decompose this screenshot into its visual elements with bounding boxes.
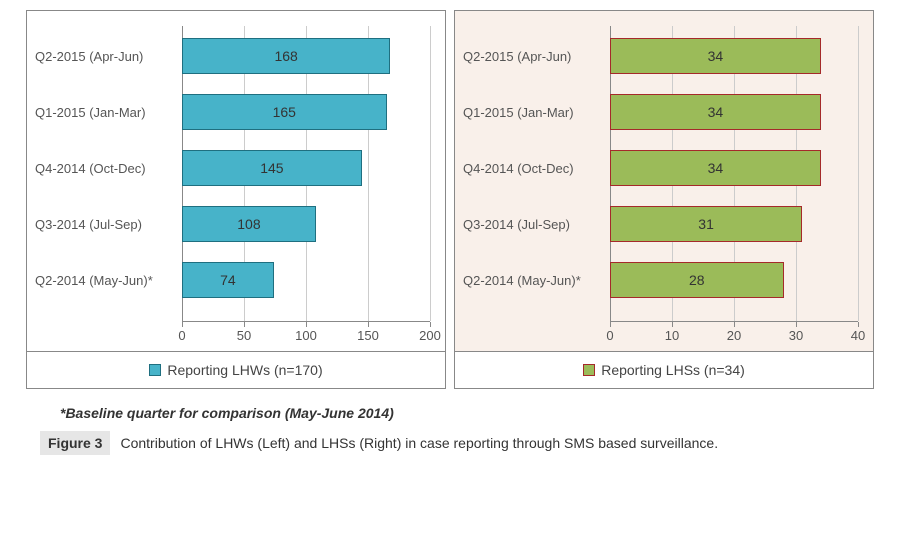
category-label: Q4-2014 (Oct-Dec) (455, 161, 610, 176)
category-label: Q3-2014 (Jul-Sep) (455, 217, 610, 232)
x-tick-label: 10 (665, 328, 679, 343)
bar: 108 (182, 206, 316, 242)
left-legend-label: Reporting LHWs (n=170) (167, 362, 322, 378)
bar: 34 (610, 38, 821, 74)
left-x-axis: 050100150200 (182, 321, 430, 351)
category-label: Q2-2014 (May-Jun)* (27, 273, 182, 288)
right-legend-label: Reporting LHSs (n=34) (601, 362, 745, 378)
right-plot-area: 010203040 Q2-2015 (Apr-Jun)34Q1-2015 (Ja… (455, 11, 873, 351)
figure-caption-row: Figure 3 Contribution of LHWs (Left) and… (40, 431, 880, 455)
x-tick-label: 0 (606, 328, 613, 343)
bar-row: Q1-2015 (Jan-Mar)34 (610, 90, 858, 134)
bar-row: Q2-2014 (May-Jun)*28 (610, 258, 858, 302)
bar: 34 (610, 94, 821, 130)
left-chart-panel: 050100150200 Q2-2015 (Apr-Jun)168Q1-2015… (26, 10, 446, 389)
bar: 145 (182, 150, 362, 186)
x-tick-label: 150 (357, 328, 379, 343)
category-label: Q3-2014 (Jul-Sep) (27, 217, 182, 232)
bar-value-label: 28 (689, 272, 705, 288)
bar-row: Q4-2014 (Oct-Dec)34 (610, 146, 858, 190)
bar-value-label: 108 (237, 216, 260, 232)
figure-label: Figure 3 (40, 431, 110, 455)
bar-value-label: 34 (708, 48, 724, 64)
bars-region: Q2-2015 (Apr-Jun)34 Q1-2015 (Jan-Mar)34 Q4… (610, 26, 858, 321)
charts-row: 050100150200 Q2-2015 (Apr-Jun)168Q1-2015… (20, 10, 880, 389)
x-tick (430, 322, 431, 327)
category-label: Q2-2014 (May-Jun)* (455, 273, 610, 288)
bar: 31 (610, 206, 802, 242)
category-label: Q2-2015 (Apr-Jun) (455, 49, 610, 64)
bar-row: Q2-2015 (Apr-Jun)34 (610, 34, 858, 78)
left-legend-swatch (149, 364, 161, 376)
bar-value-label: 168 (274, 48, 297, 64)
x-tick (244, 322, 245, 327)
x-tick-label: 100 (295, 328, 317, 343)
bar-value-label: 31 (698, 216, 714, 232)
category-label: Q1-2015 (Jan-Mar) (27, 105, 182, 120)
x-tick-label: 40 (851, 328, 865, 343)
x-tick (306, 322, 307, 327)
right-chart-panel: 010203040 Q2-2015 (Apr-Jun)34Q1-2015 (Ja… (454, 10, 874, 389)
figure-caption: Contribution of LHWs (Left) and LHSs (Ri… (120, 435, 718, 451)
right-legend-swatch (583, 364, 595, 376)
category-label: Q2-2015 (Apr-Jun) (27, 49, 182, 64)
x-tick-label: 50 (237, 328, 251, 343)
x-tick-label: 200 (419, 328, 441, 343)
bar: 74 (182, 262, 274, 298)
x-tick (858, 322, 859, 327)
right-x-axis: 010203040 (610, 321, 858, 351)
left-plot-area: 050100150200 Q2-2015 (Apr-Jun)168Q1-2015… (27, 11, 445, 351)
bar-row: Q1-2015 (Jan-Mar)165 (182, 90, 430, 134)
x-tick (672, 322, 673, 327)
left-legend: Reporting LHWs (n=170) (27, 351, 445, 388)
right-legend: Reporting LHSs (n=34) (455, 351, 873, 388)
gridline (430, 26, 431, 321)
x-tick (734, 322, 735, 327)
x-tick (610, 322, 611, 327)
bar-row: Q4-2014 (Oct-Dec)145 (182, 146, 430, 190)
category-label: Q1-2015 (Jan-Mar) (455, 105, 610, 120)
bar: 28 (610, 262, 784, 298)
bar-value-label: 74 (220, 272, 236, 288)
gridline (858, 26, 859, 321)
x-tick (368, 322, 369, 327)
x-tick-label: 30 (789, 328, 803, 343)
bar-row: Q3-2014 (Jul-Sep)31 (610, 202, 858, 246)
bar: 168 (182, 38, 390, 74)
bar-value-label: 34 (708, 104, 724, 120)
bar-row: Q2-2014 (May-Jun)*74 (182, 258, 430, 302)
x-tick (182, 322, 183, 327)
x-tick-label: 20 (727, 328, 741, 343)
bar: 165 (182, 94, 387, 130)
bar-value-label: 145 (260, 160, 283, 176)
x-tick (796, 322, 797, 327)
bar-value-label: 34 (708, 160, 724, 176)
category-label: Q4-2014 (Oct-Dec) (27, 161, 182, 176)
footnote: *Baseline quarter for comparison (May-Ju… (60, 405, 880, 421)
bar-row: Q2-2015 (Apr-Jun)168 (182, 34, 430, 78)
bar-row: Q3-2014 (Jul-Sep)108 (182, 202, 430, 246)
x-tick-label: 0 (178, 328, 185, 343)
bar: 34 (610, 150, 821, 186)
bar-value-label: 165 (273, 104, 296, 120)
bars-region: Q2-2015 (Apr-Jun)168 Q1-2015 (Jan-Mar)165… (182, 26, 430, 321)
